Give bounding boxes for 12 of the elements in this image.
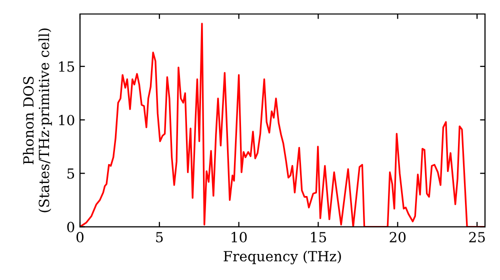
y-tick-label: 5: [67, 168, 74, 179]
y-tick-label: 15: [59, 61, 74, 72]
y-axis-title: Phonon DOS (States/THz·primitive cell): [22, 28, 52, 212]
x-tick-label: 25: [469, 232, 485, 242]
y-tick-label: 0: [67, 222, 74, 232]
x-tick-label: 0: [76, 232, 84, 242]
y-tick-label: 10: [59, 114, 74, 126]
x-tick-label: 10: [232, 232, 247, 242]
x-axis-title: Frequency (THz): [224, 250, 341, 264]
x-tick-label: 15: [311, 232, 326, 242]
x-tick-label: 5: [156, 232, 163, 242]
x-tick-label: 20: [390, 232, 406, 242]
